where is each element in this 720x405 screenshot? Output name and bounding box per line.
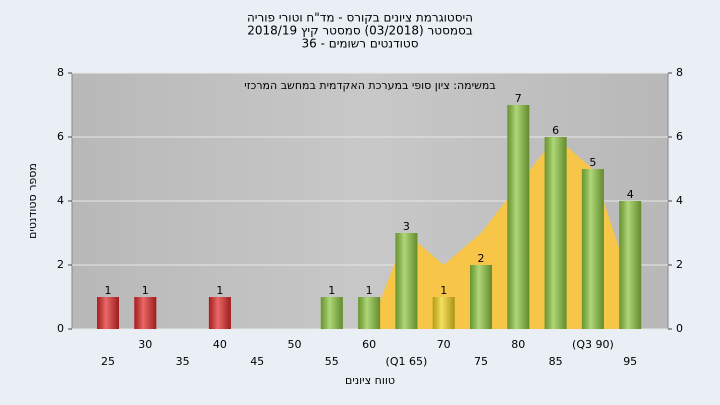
data-label: 1	[142, 284, 149, 297]
data-label: 1	[216, 284, 223, 297]
bar-shade	[208, 297, 231, 329]
x-tick-label: 30	[138, 338, 152, 351]
bar-shade	[619, 201, 642, 329]
x-tick-label: 45	[250, 355, 264, 368]
bar-shade	[97, 297, 119, 329]
data-label: 4	[627, 188, 634, 201]
x-tick-label: 25	[101, 355, 115, 368]
data-label: 3	[403, 220, 410, 233]
data-label: 1	[328, 284, 335, 297]
x-tick-label: 35	[176, 355, 190, 368]
x-tick-label: (Q1 65)	[386, 355, 428, 368]
annotation: במשימה: ציון סופי במערכת האקדמית במחשב ה…	[244, 79, 495, 92]
y-tick-label: 2	[57, 258, 64, 271]
x-tick-label: 75	[474, 355, 488, 368]
bar-shade	[470, 265, 492, 329]
bar-shade	[134, 297, 157, 329]
data-label: 2	[478, 252, 485, 265]
y2-tick-label: 0	[676, 322, 683, 335]
bar-shade	[320, 297, 343, 329]
chart-subtitle: בסמסטר (03/2018) סמסטר קיץ 2018/19	[247, 24, 473, 38]
x-tick-label: 40	[213, 338, 227, 351]
y-tick-label: 6	[57, 130, 64, 143]
y2-tick-label: 2	[676, 258, 683, 271]
data-label: 5	[589, 156, 596, 169]
bar-shade	[395, 233, 418, 329]
data-label: 7	[515, 92, 522, 105]
chart-subtitle: סטודנטים רשומים - 36	[301, 37, 418, 51]
x-axis-label: טווח ציונים	[345, 374, 395, 387]
y-tick-label: 8	[57, 66, 64, 79]
bar-shade	[544, 137, 567, 329]
y-tick-label: 4	[57, 194, 64, 207]
bar-shade	[581, 169, 604, 329]
data-label: 1	[440, 284, 447, 297]
data-label: 1	[105, 284, 112, 297]
y-tick-label: 0	[57, 322, 64, 335]
bar-shade	[432, 297, 455, 329]
data-label: 6	[552, 124, 559, 137]
y-axis-label: מספר סטודנטים	[26, 163, 39, 239]
x-tick-label: (Q3 90)	[572, 338, 614, 351]
y2-tick-label: 4	[676, 194, 683, 207]
x-tick-label: 50	[288, 338, 302, 351]
x-tick-label: 85	[549, 355, 563, 368]
x-tick-label: 55	[325, 355, 339, 368]
x-tick-label: 80	[511, 338, 525, 351]
x-tick-label: 60	[362, 338, 376, 351]
chart-title: היסטוגרמת ציונים בקורס - מד"ח וטורי פורי…	[247, 11, 473, 25]
x-tick-label: 95	[623, 355, 637, 368]
bar-shade	[507, 105, 530, 329]
x-tick-label: 70	[437, 338, 451, 351]
y2-tick-label: 6	[676, 130, 683, 143]
y2-tick-label: 8	[676, 66, 683, 79]
data-label: 1	[366, 284, 373, 297]
bar-shade	[358, 297, 381, 329]
